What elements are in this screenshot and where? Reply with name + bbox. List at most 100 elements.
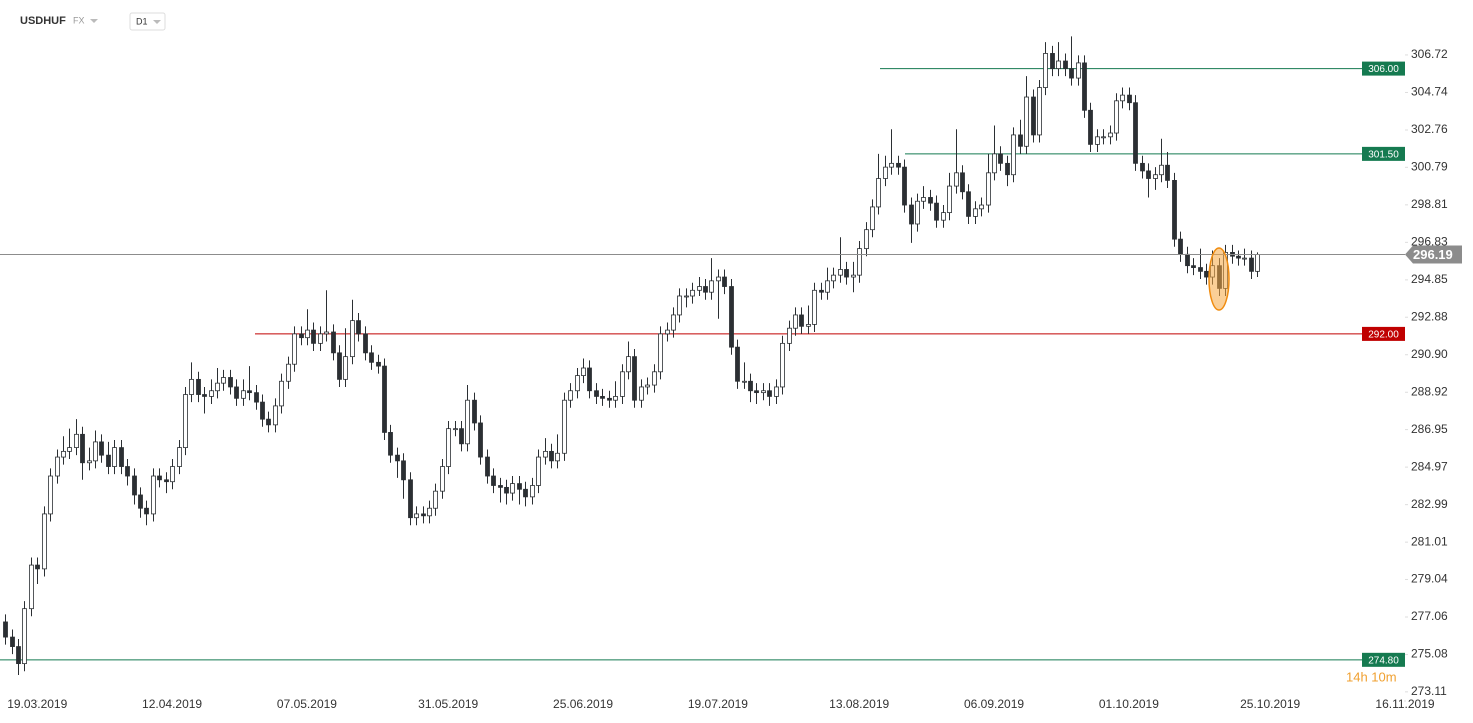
candle-body (671, 314, 676, 331)
candle-body (151, 475, 156, 515)
candle-body (793, 314, 798, 329)
candle-body (498, 485, 503, 488)
candle-body (716, 276, 721, 282)
x-tick-label: 19.07.2019 (688, 697, 748, 711)
candle-body (607, 397, 612, 401)
candle-body (684, 295, 689, 298)
candle-body (626, 356, 631, 373)
candle-body (369, 352, 374, 363)
candle-body (799, 314, 804, 327)
candle-body (735, 346, 740, 382)
candle-body (491, 475, 496, 486)
candle-body (831, 274, 836, 282)
candle-body (119, 447, 124, 467)
candle-body (806, 324, 811, 327)
candle-body (170, 466, 175, 483)
x-tick-label: 13.08.2019 (829, 697, 889, 711)
candle-body (767, 390, 772, 397)
candle-body (523, 488, 528, 498)
candle-body (356, 320, 361, 335)
y-tick-label: 284.97 (1411, 459, 1448, 473)
candle-body (921, 197, 926, 202)
candle-body (343, 356, 348, 380)
y-tick-label: 288.92 (1411, 384, 1448, 398)
candle-body (48, 475, 53, 515)
y-tick-label: 273.11 (1411, 684, 1447, 698)
candle-body (652, 371, 657, 386)
timeframe-dropdown-arrow[interactable] (153, 20, 161, 24)
candle-body (453, 428, 458, 431)
candle-body (600, 396, 605, 399)
y-tick-label: 275.08 (1411, 647, 1448, 661)
candle-body (189, 378, 194, 395)
candle-body (1255, 254, 1260, 272)
candle-body (941, 212, 946, 221)
candle-body (1172, 180, 1177, 240)
candle-body (819, 289, 824, 293)
symbol-dropdown-arrow[interactable] (90, 19, 98, 23)
level-label: 274.80 (1368, 655, 1399, 666)
candle-body (144, 507, 149, 515)
symbol[interactable]: USDHUF (20, 15, 66, 27)
candle-body (29, 564, 34, 610)
candle-body (1005, 162, 1010, 176)
candle-body (311, 329, 316, 344)
x-tick-label: 25.06.2019 (553, 697, 613, 711)
candle-body (1120, 94, 1125, 102)
candle-body (414, 513, 419, 519)
candle-body (902, 166, 907, 206)
candle-body (677, 295, 682, 316)
candle-body (1249, 257, 1254, 272)
candle-body (1076, 62, 1081, 79)
y-tick-label: 279.04 (1411, 572, 1448, 586)
candle-body (620, 371, 625, 397)
candle-body (838, 269, 843, 276)
timeframe-button[interactable] (129, 12, 166, 31)
candle-body (318, 333, 323, 344)
candle-body (440, 466, 445, 492)
level-tag (1362, 61, 1405, 76)
candle-body (241, 390, 246, 399)
candle-body (543, 450, 548, 458)
candle-body (67, 447, 72, 452)
candle-body (35, 564, 40, 570)
candle-body (273, 405, 278, 426)
x-tick-label: 12.04.2019 (142, 697, 202, 711)
candle-body (613, 396, 618, 401)
countdown: 14h 10m (1346, 669, 1397, 684)
y-tick-label: 294.85 (1411, 272, 1448, 286)
candle-body (870, 206, 875, 231)
candle-body (844, 269, 849, 278)
y-tick-label: 302.76 (1411, 122, 1448, 136)
candle-body (639, 386, 644, 401)
candle-body (1108, 132, 1113, 138)
candle-body (427, 507, 432, 517)
last-price-tag (1405, 245, 1462, 264)
candle-body (960, 172, 965, 193)
market: FX (73, 15, 85, 25)
candle-body (112, 447, 117, 467)
candle-body (703, 286, 708, 293)
candle-body (350, 320, 355, 358)
candle-body (421, 513, 426, 517)
candle-body (530, 485, 535, 498)
candle-body (594, 390, 599, 397)
candle-body (1011, 134, 1016, 176)
candle-body (581, 367, 586, 376)
candle-body (1024, 96, 1029, 147)
timeframe[interactable]: D1 (136, 16, 148, 26)
candle-body (3, 621, 8, 638)
candle-body (388, 432, 393, 456)
candle-body (202, 394, 207, 397)
candle-body (748, 380, 753, 392)
y-tick-label: 296.83 (1411, 235, 1448, 249)
candle-body (883, 166, 888, 179)
candle-body (254, 392, 259, 403)
level-label: 301.50 (1368, 150, 1399, 161)
candle-body (1236, 255, 1241, 259)
candle-body (279, 380, 284, 407)
candle-body (915, 200, 920, 225)
y-tick-label: 298.81 (1411, 197, 1448, 211)
y-tick-label: 290.90 (1411, 347, 1448, 361)
candle-body (260, 401, 265, 420)
